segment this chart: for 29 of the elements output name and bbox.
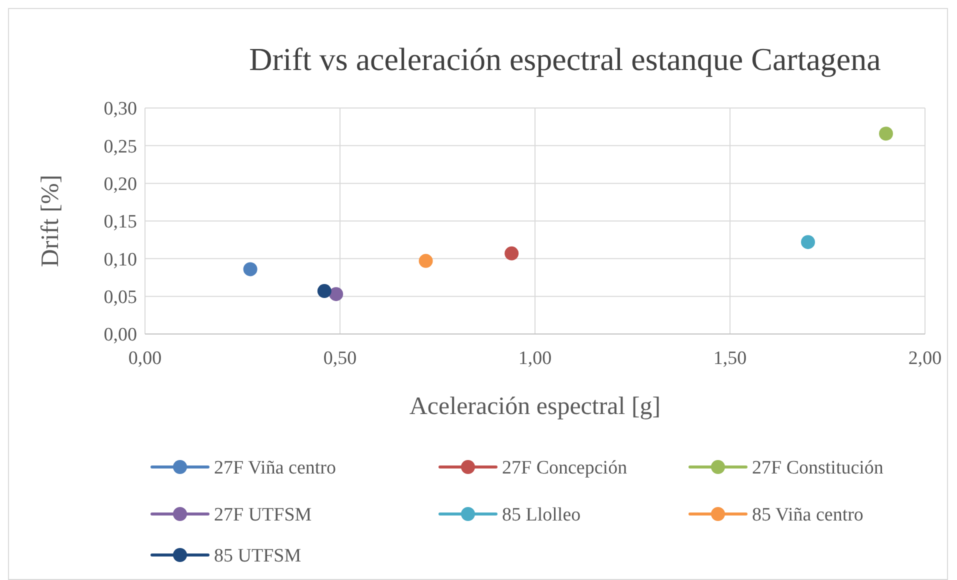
point	[504, 246, 519, 260]
x-tick-label: 2,00	[908, 348, 942, 369]
y-tick-label: 0,20	[104, 174, 137, 195]
legend-label: 27F Concepción	[502, 458, 628, 479]
legend-label: 85 Viña centro	[752, 504, 864, 526]
y-tick-label: 0,25	[104, 136, 137, 158]
chart-title: Drift vs aceleración espectral estanque Cartagena	[249, 41, 881, 77]
point	[329, 287, 344, 302]
y-axis-title: Drift [%]	[37, 174, 64, 268]
y-tick-label: 0,05	[104, 286, 137, 308]
legend-label: 27F UTFSM	[214, 504, 312, 526]
legend-label: 27F Constitución	[752, 458, 884, 479]
x-tick-label: 0,50	[323, 348, 357, 369]
y-tick-label: 0,30	[104, 98, 137, 120]
y-tick-label: 0,00	[104, 324, 137, 346]
legend-label: 27F Viña centro	[214, 458, 336, 479]
y-tick-label: 0,10	[104, 249, 137, 270]
point	[418, 254, 433, 268]
point	[879, 126, 893, 141]
legend-label: 85 UTFSM	[214, 546, 302, 567]
x-tick-label: 1,50	[713, 348, 747, 369]
point	[801, 235, 815, 250]
x-tick-label: 1,00	[518, 348, 552, 369]
x-axis-title: Aceleración espectral [g]	[409, 393, 661, 420]
point	[317, 284, 332, 298]
x-tick-label: 0,00	[128, 348, 162, 369]
point	[243, 262, 258, 276]
legend-label: 85 Llolleo	[502, 504, 581, 526]
y-tick-label: 0,15	[104, 212, 137, 233]
